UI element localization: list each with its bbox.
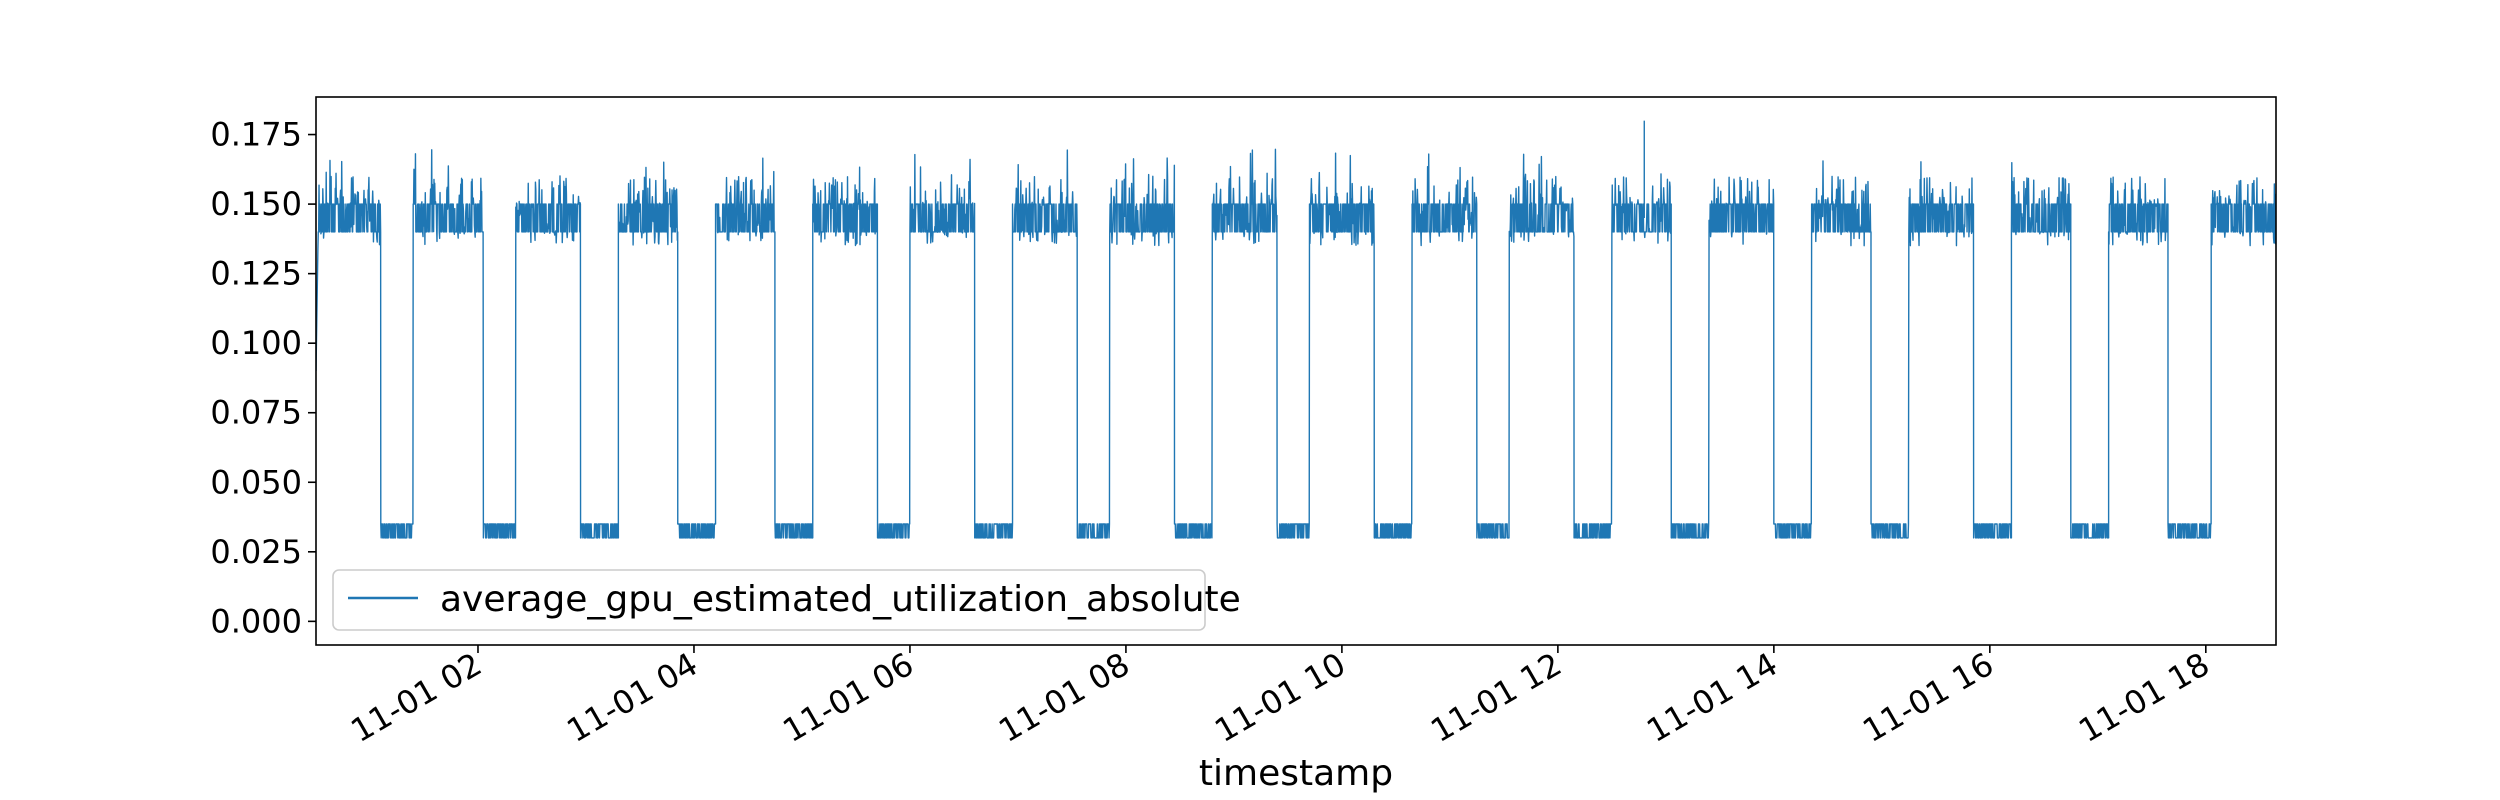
axes-frame bbox=[315, 96, 2277, 646]
y-axis: 0.000 0.025 0.050 0.075 0.100 0.125 0.150 0.175 bbox=[210, 116, 316, 640]
y-tick-label: 0.125 bbox=[210, 255, 302, 293]
legend-label: average_gpu_estimated_utilization_absolu… bbox=[440, 579, 1241, 620]
x-axis-title: timestamp bbox=[1199, 753, 1393, 794]
y-tick-label: 0.000 bbox=[210, 602, 302, 640]
series-line bbox=[316, 148, 2276, 539]
legend: average_gpu_estimated_utilization_absolu… bbox=[332, 569, 1241, 631]
y-tick-label: 0.075 bbox=[210, 394, 302, 432]
y-tick-label: 0.025 bbox=[210, 533, 302, 571]
plot-area bbox=[315, 96, 2277, 646]
y-tick-label: 0.100 bbox=[210, 324, 302, 362]
legend-box bbox=[332, 569, 1206, 631]
y-tick-label: 0.050 bbox=[210, 463, 302, 501]
y-tick-label: 0.175 bbox=[210, 116, 302, 154]
y-tick-label: 0.150 bbox=[210, 185, 302, 223]
series-layer bbox=[316, 120, 2276, 539]
